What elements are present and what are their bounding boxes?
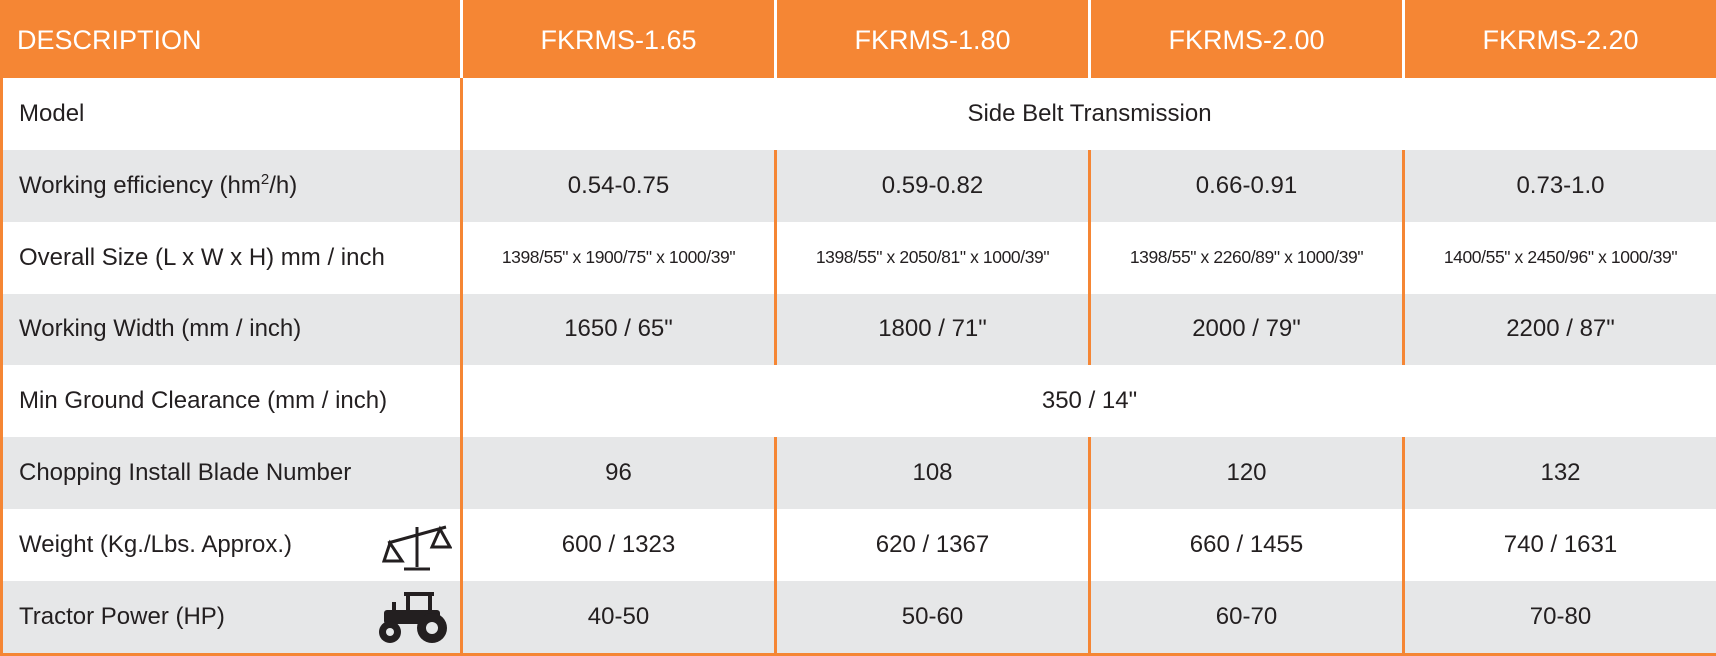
cell: 0.59-0.82 — [774, 149, 1090, 222]
header-row: DESCRIPTION FKRMS-1.65 FKRMS-1.80 FKRMS-… — [1, 1, 1716, 78]
cell: 60-70 — [1088, 581, 1404, 655]
row: Working efficiency (hm2/h) 0.54-0.75 0.5… — [1, 149, 1716, 222]
cell: 0.54-0.75 — [460, 149, 776, 222]
cell: 1650 / 65" — [460, 293, 776, 366]
label-text: /h) — [269, 172, 298, 200]
cell: 1398/55" x 2050/81" x 1000/39" — [774, 221, 1090, 294]
cell: 1398/55" x 2260/89" x 1000/39" — [1088, 221, 1404, 294]
cell: 108 — [774, 437, 1090, 510]
label-text: Working efficiency (hm — [19, 172, 261, 200]
row-label: Working efficiency (hm2/h) — [1, 149, 462, 222]
row-label: Model — [19, 99, 85, 127]
row: Working Width (mm / inch) 1650 / 65" 180… — [1, 293, 1716, 366]
cell: 40-50 — [460, 581, 776, 655]
header-cell: DESCRIPTION — [1, 1, 462, 78]
cell: 350 / 14" — [460, 365, 1716, 438]
label-text: Weight (Kg./Lbs. Approx.) — [19, 531, 293, 559]
cell: 0.73-1.0 — [1402, 149, 1716, 222]
cell: 660 / 1455 — [1088, 509, 1404, 582]
scale-icon — [382, 525, 452, 571]
cell: 1400/55" x 2450/96" x 1000/39" — [1402, 221, 1716, 294]
header-cell: FKRMS-1.80 — [774, 1, 1090, 78]
header-cell: FKRMS-2.00 — [1088, 1, 1404, 78]
row-label: Min Ground Clearance (mm / inch) — [19, 387, 388, 415]
cell: 70-80 — [1402, 581, 1716, 655]
cell: 600 / 1323 — [460, 509, 776, 582]
row: Tractor Power (HP) 40-50 50-60 60-70 70-… — [1, 581, 1716, 655]
cell: 50-60 — [774, 581, 1090, 655]
cell: 620 / 1367 — [774, 509, 1090, 582]
cell: 2000 / 79" — [1088, 293, 1404, 366]
cell: 132 — [1402, 437, 1716, 510]
label-sup: 2 — [260, 171, 270, 189]
row: Weight (Kg./Lbs. Approx.) 600 / 1323 620… — [2, 509, 1716, 582]
row-label: Overall Size (L x W x H) mm / inch — [19, 243, 385, 271]
cell: 96 — [460, 437, 776, 510]
label-text: Tractor Power (HP) — [19, 603, 225, 631]
cell: 1800 / 71" — [774, 293, 1090, 366]
cell: 120 — [1088, 437, 1404, 510]
row-label: Weight (Kg./Lbs. Approx.) — [2, 509, 462, 581]
row: Min Ground Clearance (mm / inch) 350 / 1… — [2, 365, 1716, 438]
cell: 0.66-0.91 — [1088, 149, 1404, 222]
tractor-icon — [379, 592, 447, 644]
row-label: Working Width (mm / inch) — [1, 293, 462, 366]
row-label: Tractor Power (HP) — [1, 581, 462, 655]
cell: 740 / 1631 — [1402, 509, 1716, 582]
header-cell: FKRMS-1.65 — [460, 1, 776, 78]
cell: Side Belt Transmission — [460, 77, 1716, 150]
row: Model Side Belt Transmission — [2, 77, 1716, 150]
cell: 1398/55" x 1900/75" x 1000/39" — [460, 221, 776, 294]
row: Overall Size (L x W x H) mm / inch 1398/… — [2, 221, 1716, 294]
row-label: Chopping Install Blade Number — [1, 437, 462, 510]
header-cell: FKRMS-2.20 — [1402, 1, 1716, 78]
cell: 2200 / 87" — [1402, 293, 1716, 366]
row: Chopping Install Blade Number 96 108 120… — [1, 437, 1716, 510]
